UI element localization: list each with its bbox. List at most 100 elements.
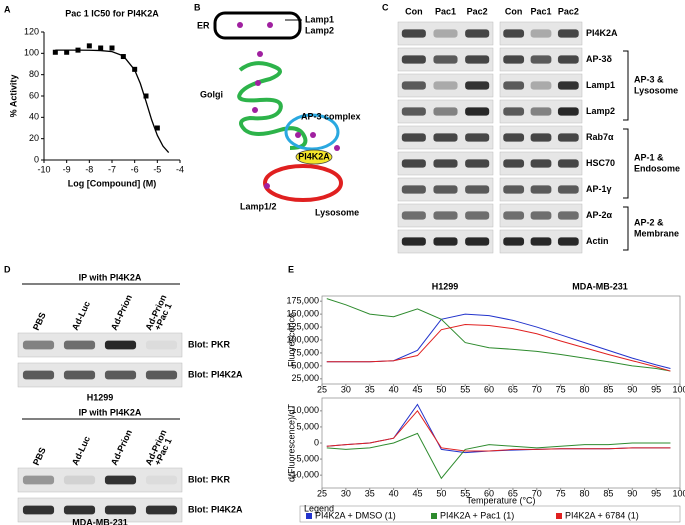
lane-label: PBS	[31, 311, 48, 332]
plot-frame	[321, 295, 681, 385]
band	[22, 340, 55, 350]
x-tick-label: 60	[484, 384, 494, 394]
lamp-markers	[237, 22, 340, 189]
band	[465, 211, 490, 220]
legend-swatch	[306, 513, 312, 519]
band	[401, 55, 426, 64]
band	[104, 370, 137, 380]
row-label: AP-3δ	[586, 54, 613, 64]
x-tick-label: -5	[153, 164, 161, 174]
y-tick-label: 150,000	[286, 308, 319, 318]
band	[503, 55, 525, 64]
series-line	[326, 313, 671, 369]
blot-label: Blot: PI4K2A	[188, 369, 243, 379]
band	[104, 475, 137, 485]
group-label: Lysosome	[634, 85, 678, 95]
band	[465, 81, 490, 90]
y-tick-label: 75,000	[291, 347, 319, 357]
band	[104, 340, 137, 350]
x-tick-label: -10	[37, 164, 50, 174]
lamp-marker	[255, 80, 261, 86]
lamp-marker	[257, 51, 263, 57]
lamp-marker	[310, 132, 316, 138]
y-tick-label: 40	[29, 112, 39, 122]
band	[530, 133, 552, 142]
x-tick-label: 50	[436, 488, 446, 498]
x-tick-label: -6	[131, 164, 139, 174]
ip-header: IP with PI4K2A	[79, 272, 142, 282]
band	[530, 55, 552, 64]
y-tick-label: 25,000	[291, 373, 319, 383]
lamp-marker	[252, 107, 258, 113]
y-tick-label: 125,000	[286, 321, 319, 331]
band	[145, 340, 178, 350]
band	[433, 81, 458, 90]
y-tick-label: -5,000	[293, 453, 319, 463]
x-tick-label: 85	[603, 384, 613, 394]
y-axis-label: % Activity	[8, 75, 18, 118]
series-line	[326, 432, 671, 480]
x-tick-label: 30	[341, 384, 351, 394]
band	[465, 55, 490, 64]
diagram-label: Lamp2	[305, 25, 334, 35]
x-tick-label: 70	[532, 384, 542, 394]
band	[433, 185, 458, 194]
band	[503, 185, 525, 194]
chart-title: Pac 1 IC50 for PI4K2A	[65, 8, 159, 18]
y-axis-label: Fluorescence	[286, 313, 296, 367]
x-tick-label: 75	[556, 488, 566, 498]
band	[530, 159, 552, 168]
lysosome-shape	[263, 164, 343, 202]
legend-title: Legend	[304, 503, 334, 513]
y-tick-label: 120	[24, 26, 39, 36]
x-tick-label: 25	[317, 384, 327, 394]
row-label: AP-2α	[586, 210, 613, 220]
lamp-marker	[267, 22, 273, 28]
band	[503, 29, 525, 38]
y-tick-label: 100	[24, 48, 39, 58]
x-tick-label: 85	[603, 488, 613, 498]
band	[433, 237, 458, 246]
band	[557, 237, 579, 246]
x-tick-label: 80	[580, 488, 590, 498]
x-tick-label: 95	[651, 488, 661, 498]
golgi-shape	[237, 61, 308, 150]
band	[401, 81, 426, 90]
diagram-label: Golgi	[200, 89, 223, 99]
band	[401, 211, 426, 220]
y-tick-label: 5,000	[296, 421, 319, 431]
bracket	[623, 128, 629, 199]
y-tick-label: 175,000	[286, 296, 319, 306]
band	[465, 29, 490, 38]
y-tick-label: 80	[29, 69, 39, 79]
x-tick-label: 35	[365, 384, 375, 394]
lane-label: Ad-Luc	[70, 300, 92, 332]
band	[530, 237, 552, 246]
band	[557, 185, 579, 194]
er-shape	[213, 11, 302, 40]
group-label: AP-3 &	[634, 74, 664, 84]
x-tick-label: 45	[412, 384, 422, 394]
x-tick-label: 35	[365, 488, 375, 498]
diagram-label: Lysosome	[315, 207, 359, 217]
series-line	[326, 323, 671, 372]
x-tick-label: 100	[672, 488, 685, 498]
band	[63, 475, 96, 485]
band	[465, 133, 490, 142]
lamp-marker	[295, 132, 301, 138]
band	[401, 107, 426, 116]
band	[465, 185, 490, 194]
panel-letter: D	[4, 264, 11, 274]
band	[401, 133, 426, 142]
data-point	[143, 93, 149, 99]
x-tick-label: 40	[389, 384, 399, 394]
legend-label: PI4K2A + DMSO (1)	[315, 510, 396, 520]
ip-header: IP with PI4K2A	[79, 407, 142, 417]
lane-label: Con	[505, 6, 523, 16]
band	[433, 55, 458, 64]
band	[530, 29, 552, 38]
legend-label: PI4K2A + Pac1 (1)	[440, 510, 514, 520]
band	[465, 237, 490, 246]
lane-label: PBS	[31, 446, 48, 467]
band	[530, 211, 552, 220]
